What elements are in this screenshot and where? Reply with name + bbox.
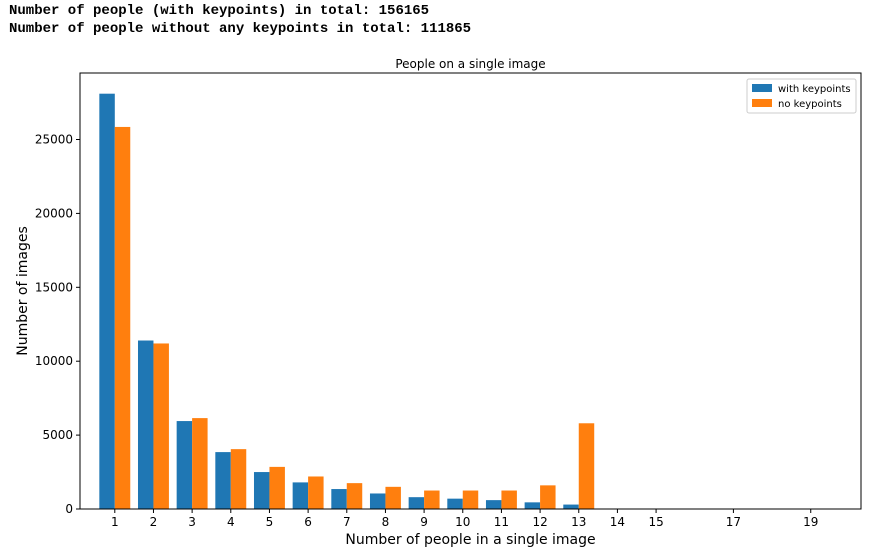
bar-with-keypoints-6 (292, 482, 309, 509)
bar-no-keypoints-6 (308, 476, 324, 509)
legend: with keypoints no keypoints (746, 78, 857, 114)
bar-no-keypoints-13 (578, 423, 595, 509)
bar-no-keypoints-1 (114, 126, 131, 509)
bar-with-keypoints-9 (408, 497, 425, 509)
x-tick-label-13: 13 (571, 515, 586, 529)
bar-no-keypoints-2 (153, 343, 169, 509)
bar-no-keypoints-3 (192, 418, 208, 509)
legend-box (746, 78, 857, 114)
bar-with-keypoints-12 (524, 502, 541, 509)
x-tick-label-4: 4 (227, 515, 235, 529)
y-tick-label-0: 0 (65, 502, 73, 516)
legend-swatch-with-keypoints (752, 84, 772, 92)
y-axis: 0 5000 10000 15000 20000 25000 (35, 133, 80, 516)
bar-no-keypoints-10 (462, 490, 479, 509)
x-tick-label-1: 1 (111, 515, 119, 529)
x-tick-label-15: 15 (648, 515, 663, 529)
bars-group (99, 93, 595, 509)
legend-label-with-keypoints: with keypoints (778, 84, 851, 95)
x-tick-label-9: 9 (420, 515, 428, 529)
x-tick-label-3: 3 (188, 515, 196, 529)
y-tick-label-25000: 25000 (35, 133, 73, 147)
x-tick-label-6: 6 (304, 515, 312, 529)
x-tick-label-5: 5 (266, 515, 274, 529)
bar-with-keypoints-13 (563, 504, 579, 509)
bar-no-keypoints-7 (346, 483, 363, 509)
total-with-keypoints-line: Number of people (with keypoints) in tot… (9, 3, 430, 19)
y-tick-label-20000: 20000 (35, 206, 73, 220)
bar-with-keypoints-5 (253, 472, 270, 509)
bar-with-keypoints-3 (176, 421, 193, 509)
y-tick-label-10000: 10000 (35, 354, 73, 368)
console-output: Number of people (with keypoints) in tot… (9, 2, 471, 38)
x-tick-label-14: 14 (610, 515, 625, 529)
y-axis-title: Number of images (15, 226, 31, 356)
plot-frame (79, 72, 862, 510)
y-tick-label-5000: 5000 (42, 428, 73, 442)
legend-label-no-keypoints: no keypoints (778, 99, 842, 110)
bar-with-keypoints-8 (369, 493, 386, 509)
bar-with-keypoints-7 (331, 489, 347, 509)
x-axis-title: Number of people in a single image (345, 532, 595, 548)
bar-no-keypoints-8 (385, 486, 401, 509)
bar-with-keypoints-4 (215, 452, 231, 509)
x-tick-label-10: 10 (455, 515, 470, 529)
x-tick-label-2: 2 (150, 515, 158, 529)
x-tick-label-17: 17 (726, 515, 741, 529)
bar-with-keypoints-2 (137, 340, 154, 509)
x-tick-label-12: 12 (532, 515, 547, 529)
x-axis: 1 2 3 4 5 6 7 8 9 10 11 12 13 14 15 17 19 (111, 509, 818, 529)
total-without-keypoints-line: Number of people without any keypoints i… (9, 21, 472, 37)
bar-no-keypoints-4 (230, 449, 247, 509)
bar-no-keypoints-5 (269, 466, 285, 509)
bar-no-keypoints-9 (424, 490, 440, 509)
x-tick-label-11: 11 (494, 515, 509, 529)
bar-with-keypoints-1 (99, 93, 115, 509)
bar-with-keypoints-10 (447, 498, 463, 509)
y-tick-label-15000: 15000 (35, 280, 73, 294)
x-tick-label-8: 8 (382, 515, 390, 529)
x-tick-label-7: 7 (343, 515, 351, 529)
bar-no-keypoints-12 (540, 485, 556, 509)
x-tick-label-19: 19 (803, 515, 818, 529)
bar-no-keypoints-11 (501, 490, 517, 509)
chart-title: People on a single image (395, 57, 545, 71)
legend-swatch-no-keypoints (752, 99, 772, 107)
bar-with-keypoints-11 (485, 500, 502, 509)
